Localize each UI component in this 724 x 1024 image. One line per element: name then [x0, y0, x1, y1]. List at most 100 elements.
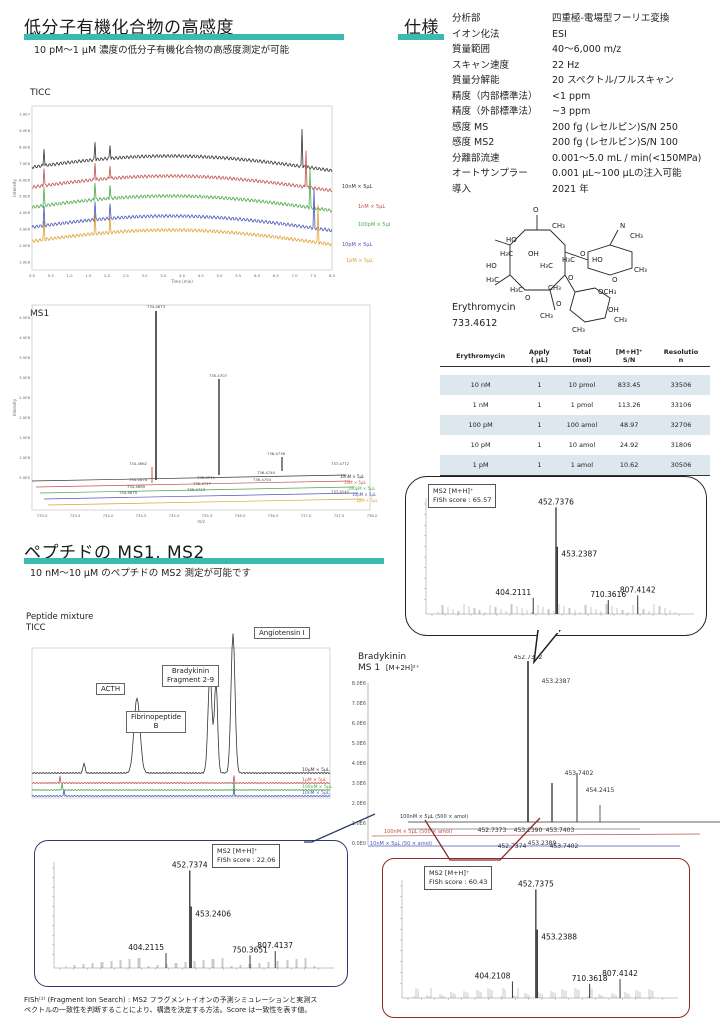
ticc-xtick: 6.5	[273, 273, 280, 278]
peptide-trace	[31, 782, 330, 792]
atom-ch3-5: CH₃	[614, 316, 627, 324]
spec-value: ~3 ppm	[552, 106, 591, 117]
ms1-xtick: 736.5	[268, 513, 279, 518]
ticc-xtick: 4.5	[198, 273, 205, 278]
section2-subtitle: 10 nM～10 μM のペプチドの MS2 測定が可能です	[30, 568, 252, 579]
ms1-peak-label: 734.4662	[129, 461, 148, 466]
ticc-xtick: 1.0	[66, 273, 73, 278]
brady-peak-label: 453.7402	[565, 770, 594, 777]
table-header-cell: [M+H]⁺ S/N	[606, 346, 652, 367]
ms1-label: MS1	[30, 309, 50, 319]
table-cell: 10 nM	[440, 375, 522, 395]
footnote: FISh⁽¹⁾ (Fragment Ion Search) : MS2 フラグメ…	[24, 995, 317, 1015]
callout-fibrinopeptide: Fibrinopeptide B	[126, 711, 187, 733]
ticc-ytick: 1.0E6	[19, 260, 30, 265]
table-cell: 10 pM	[470, 441, 491, 449]
ms2-peak-label: 807.4137	[257, 941, 293, 950]
ms1-xtick: 736.0	[235, 513, 246, 518]
ms1-chart: 4.5E6 4.0E6 3.5E6 3.0E6 2.5E6 2.0E6 1.5E6 1.0E6…	[12, 304, 379, 524]
ms2-bubble-1-tail	[532, 630, 561, 665]
ms1-peak-label: 734.4676	[129, 477, 148, 482]
spec-value: 0.001 μL~100 μLの注入可能	[552, 168, 682, 179]
atom-ho2: HO	[486, 262, 497, 270]
spec-key: 感度 MS2	[452, 137, 495, 148]
spec-key: 分離部流速	[452, 152, 500, 164]
footnote-line1: FISh⁽¹⁾ (Fragment Ion Search) : MS2 フラグメ…	[24, 996, 318, 1004]
spec-key: 質量範囲	[452, 44, 491, 55]
spec-key: 精度（外部標準法）	[452, 106, 538, 117]
atom-och3: OCH₃	[598, 288, 617, 296]
peptide-trace	[31, 775, 331, 785]
brady-ytick: 6.0E6	[352, 721, 366, 727]
ms1-trace-label: 1pM × 5μL	[356, 498, 379, 503]
atom-ho1: HO	[506, 236, 517, 244]
table-row: 100 pM 1 100 amol 48.97 32706	[440, 415, 710, 435]
spec-value: 200 fg (レセルピン)S/N 100	[552, 137, 678, 148]
spec-row: イオン化法 ESI	[452, 27, 722, 43]
ms1-trace-label: 100pM × 5μL	[348, 486, 376, 491]
ms2-peak-label: 404.2115	[128, 943, 164, 952]
molecule-mass: 733.4612	[452, 318, 498, 329]
peptide-title-1: Peptide mixture	[26, 612, 94, 622]
table-cell: 1	[521, 415, 558, 435]
ticc-xtick: 0.0	[29, 273, 36, 278]
atom-ch3-1: CH₃	[552, 222, 565, 230]
ms1-xtick: 734.5	[136, 513, 147, 518]
ticc-frame	[31, 105, 333, 271]
ticc-ytick: 9.0E6	[19, 128, 30, 133]
ms1-ytick: 4.0E6	[19, 335, 30, 340]
spec-row: 質量範囲 40～6,000 m/z	[452, 42, 722, 58]
ms1-xtick: 738.0	[367, 513, 378, 518]
spec-key: オートサンプラー	[452, 168, 528, 179]
callout-angiotensin: Angiotensin Ⅰ	[254, 627, 310, 639]
bradykinin-title-block: Bradykinin MS 1 [M+2H]²⁺	[358, 652, 419, 674]
ms2-3-score: FISh score : 60.43	[429, 878, 488, 886]
ticc-label: TICC	[30, 88, 51, 98]
spec-row: 質量分解能 20 スペクトル/フルスキャン	[452, 73, 722, 89]
ticc-ylabel: Intensity	[12, 179, 17, 197]
section1-title: 低分子有機化合物の高感度	[24, 18, 234, 38]
spec-value: 200 fg (レセルピン)S/N 250	[552, 121, 678, 133]
spec-key: スキャン速度	[452, 59, 510, 71]
spec-row: 分析部 四重極-電場型フーリエ変換	[452, 11, 722, 27]
peptide-trace-label: 1μM × 5μL	[302, 777, 327, 783]
table-cell: 30506	[652, 455, 710, 476]
brady-ytick: 7.0E6	[352, 701, 366, 707]
atom-n: N	[620, 222, 625, 230]
ms2-2-label: MS2 [M+H]⁺ FISh score : 22.06	[212, 844, 281, 868]
ms1-peak-label: 734.4669	[127, 484, 146, 489]
ms1-baseline	[43, 492, 359, 500]
ticc-ytick: 4.0E6	[19, 210, 30, 215]
brady-peak-label: 454.2415	[586, 787, 615, 794]
molecule-name: Erythromycin	[452, 302, 516, 313]
ms2-peak-label: 453.2406	[195, 910, 231, 919]
spec-title: 仕様	[404, 18, 439, 38]
atom-o4: O	[525, 294, 531, 302]
ms1-peak-label: 736.4740	[257, 470, 276, 475]
ticc-trace-label: 1pM × 5μL	[346, 258, 373, 264]
ticc-xtick: 7.0	[291, 273, 298, 278]
ms2-2-title: MS2 [M+H]⁺	[217, 847, 258, 855]
table-cell: 31806	[670, 441, 692, 449]
ms1-ytick: 2.0E6	[19, 415, 30, 420]
ticc-xtick: 4.0	[179, 273, 186, 278]
ticc-xtick: 2.0	[104, 273, 111, 278]
ms1-xtick: 737.0	[301, 513, 312, 518]
ms2-1-title: MS2 [M+H]⁺	[433, 487, 474, 495]
brady-ytick: 3.0E6	[352, 781, 366, 787]
brady-ytick: 8.0E6	[352, 681, 366, 687]
ms1-xtick: 735.0	[169, 513, 180, 518]
erythromycin-structure: O CH₃ HO H₃C OH HO H₃C H₃C N CH₃ HO CH₃ …	[486, 206, 647, 334]
ms1-frame	[31, 304, 371, 511]
atom-ho3: HO	[592, 256, 603, 264]
atom-oh1: OH	[528, 250, 539, 258]
atom-o2: O	[612, 276, 618, 284]
peptide-trace-label: 100nM × 5μL	[302, 784, 333, 790]
spec-row: 導入 2021 年	[452, 182, 722, 198]
ticc-xtick: 0.5	[48, 273, 55, 278]
callout-acth: ACTH	[96, 683, 126, 695]
ms2-peak-label: 404.2111	[495, 588, 531, 597]
ticc-ytick: 8.0E6	[19, 144, 30, 149]
